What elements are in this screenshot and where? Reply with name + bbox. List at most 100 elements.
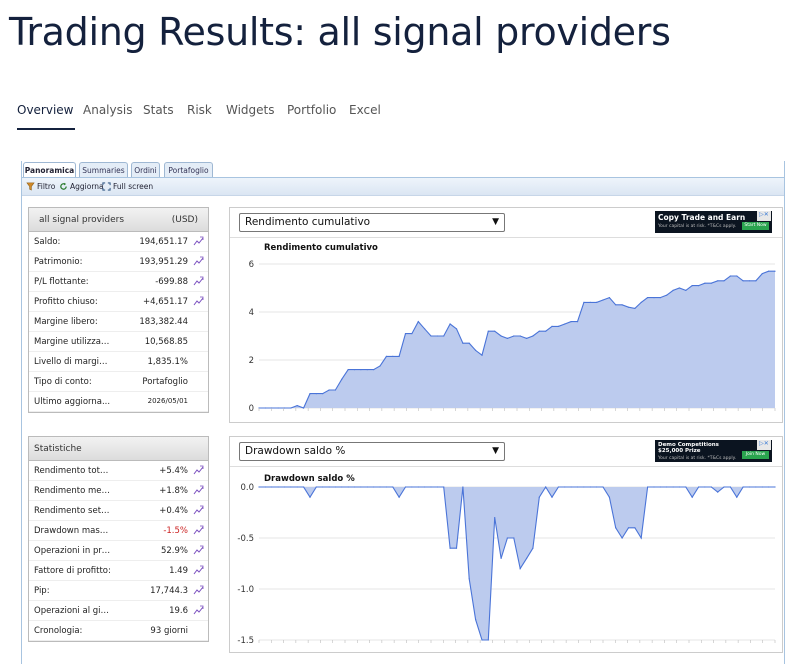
row-value: 194,651.17 <box>139 237 188 247</box>
data-point <box>309 393 311 395</box>
data-point <box>385 355 387 357</box>
row-value: -699.88 <box>155 277 188 287</box>
data-point <box>519 568 521 570</box>
data-point <box>717 491 719 493</box>
data-point <box>698 285 700 287</box>
data-point <box>736 496 738 498</box>
data-point <box>347 369 349 371</box>
data-point <box>487 639 489 641</box>
trend-chart-icon[interactable] <box>193 256 204 266</box>
refresh-icon <box>60 182 67 190</box>
trend-chart-icon[interactable] <box>193 525 204 535</box>
tab-widgets[interactable]: Widgets <box>226 103 275 117</box>
data-point <box>755 280 757 282</box>
tab-risk[interactable]: Risk <box>187 103 212 117</box>
ad-banner[interactable]: Copy Trade and Earn Your capital is at r… <box>655 211 772 233</box>
widget-tab-panoramica[interactable]: Panoramica <box>23 162 76 178</box>
trend-chart-icon[interactable] <box>193 585 204 595</box>
row-label: Operazioni al gior... <box>34 606 112 616</box>
stats-panel: Statistiche Rendimento totale: +5.4% Rendi… <box>28 436 209 642</box>
ad-button[interactable]: Start Now <box>742 222 769 230</box>
account-row: Livello di margine: 1,835.1% <box>29 352 208 372</box>
row-value: 193,951.29 <box>139 257 188 267</box>
y-tick-label: 0.0 <box>240 483 254 493</box>
data-point <box>627 306 630 308</box>
chart-plot: 0.0 -0.5 -1.0 -1.5 <box>237 483 776 646</box>
data-point <box>379 365 381 367</box>
data-point <box>506 337 508 339</box>
ad-button[interactable]: Join Now <box>742 451 769 459</box>
trend-chart-icon[interactable] <box>193 276 204 286</box>
data-point <box>768 270 770 272</box>
data-point <box>411 486 413 488</box>
data-point <box>678 287 680 289</box>
data-point <box>290 407 292 409</box>
refresh-label: Aggiorna <box>70 182 104 191</box>
stats-row: Rendimento totale: +5.4% <box>29 461 208 481</box>
ad-close-icon[interactable]: ▷✕ <box>757 211 771 221</box>
data-point <box>475 349 477 351</box>
account-panel: all signal providers (USD) Saldo: 194,651… <box>28 207 209 413</box>
fullscreen-button[interactable]: Full screen <box>102 182 153 191</box>
data-point <box>303 486 305 488</box>
trend-chart-icon[interactable] <box>193 236 204 246</box>
data-point <box>564 486 566 488</box>
data-point <box>334 389 336 391</box>
data-point <box>526 557 528 559</box>
data-point <box>596 486 598 488</box>
widget-tab-ordini[interactable]: Ordini <box>131 162 160 178</box>
tab-portfolio[interactable]: Portfolio <box>287 103 337 117</box>
tab-analysis[interactable]: Analysis <box>83 103 133 117</box>
filter-button[interactable]: Filtro <box>26 182 55 191</box>
widget-tab-summaries[interactable]: Summaries <box>79 162 128 178</box>
account-row: Profitto chiuso: +4,651.17 <box>29 292 208 312</box>
data-point <box>583 486 585 488</box>
data-point <box>538 496 540 498</box>
ad-disclaimer: Your capital is at risk. *T&Cs apply. <box>658 456 737 461</box>
ad-close-icon[interactable]: ▷✕ <box>757 440 771 450</box>
data-point <box>621 304 623 306</box>
data-point <box>436 486 438 488</box>
data-point <box>296 486 298 488</box>
tab-stats[interactable]: Stats <box>143 103 174 117</box>
data-point <box>373 369 375 371</box>
chart-type-select[interactable]: Rendimento cumulativo ▼ <box>239 213 505 232</box>
widget-tab-portafoglio[interactable]: Portafoglio <box>164 162 213 178</box>
chart-title: Drawdown saldo % <box>264 474 355 484</box>
data-point <box>341 378 343 380</box>
data-point <box>615 527 617 529</box>
data-point <box>354 486 356 488</box>
tab-excel[interactable]: Excel <box>349 103 381 117</box>
data-point <box>551 325 553 327</box>
trend-chart-icon[interactable] <box>193 465 204 475</box>
data-point <box>487 330 489 332</box>
trend-chart-icon[interactable] <box>193 505 204 515</box>
chart-type-select[interactable]: Drawdown saldo % ▼ <box>239 442 505 461</box>
data-point <box>576 321 579 323</box>
data-point <box>315 486 317 488</box>
tab-overview[interactable]: Overview <box>17 103 74 117</box>
chart-select-value: Rendimento cumulativo <box>245 216 371 228</box>
trend-chart-icon[interactable] <box>193 565 204 575</box>
account-row: Patrimonio: 193,951.29 <box>29 252 208 272</box>
row-label: P/L flottante: <box>34 277 89 287</box>
data-point <box>411 333 413 335</box>
stats-row: Fattore di profitto: 1.49 <box>29 561 208 581</box>
trend-chart-icon[interactable] <box>193 545 204 555</box>
ad-banner[interactable]: Demo Competitions $25,000 Prize Your cap… <box>655 440 772 462</box>
data-point <box>691 496 693 498</box>
data-point <box>417 486 419 488</box>
trend-chart-icon[interactable] <box>193 485 204 495</box>
refresh-button[interactable]: Aggiorna <box>59 182 104 191</box>
data-point <box>666 486 668 488</box>
data-point <box>264 486 266 488</box>
data-point <box>710 282 712 284</box>
data-point <box>475 619 477 621</box>
row-label: Ultimo aggiorna... <box>34 397 111 407</box>
data-point <box>309 496 311 498</box>
trend-chart-icon[interactable] <box>193 605 204 615</box>
data-point <box>443 335 445 337</box>
trend-chart-icon[interactable] <box>193 296 204 306</box>
data-point <box>748 280 751 282</box>
data-point <box>672 486 674 488</box>
